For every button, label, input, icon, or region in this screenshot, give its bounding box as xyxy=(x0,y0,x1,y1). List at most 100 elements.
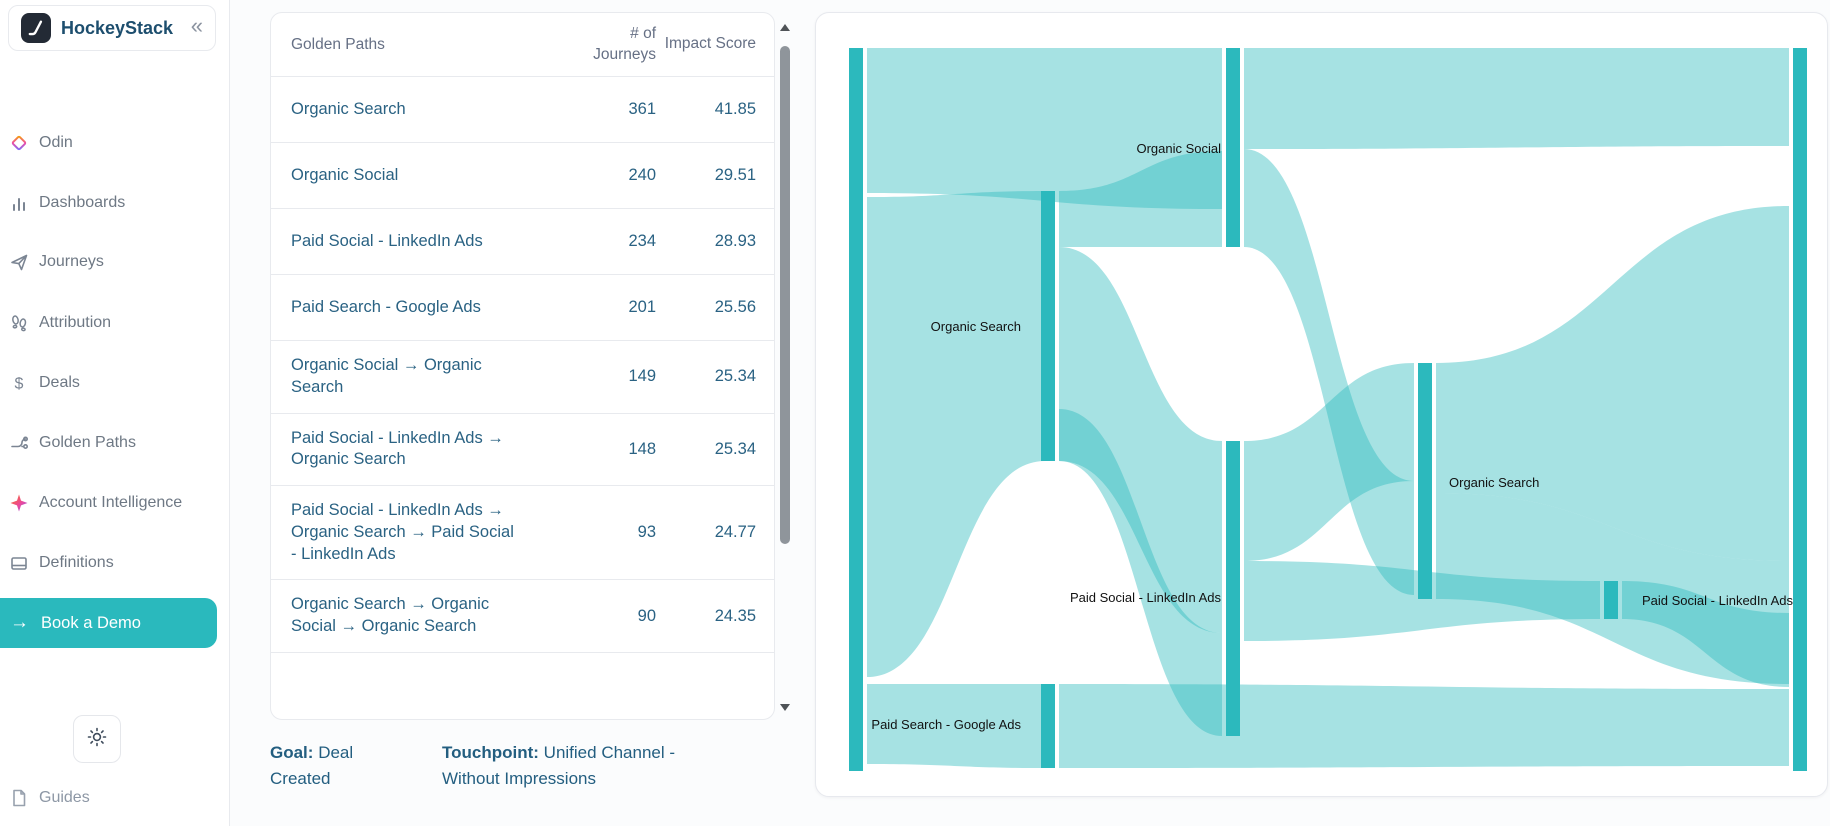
sankey-link-organic-search-to-paid-social[interactable] xyxy=(1059,247,1222,633)
document-icon xyxy=(8,787,30,809)
sankey-node-start[interactable] xyxy=(849,48,863,771)
sidebar-item-guides[interactable]: Guides xyxy=(0,784,230,812)
sidebar-item-dashboards[interactable]: Dashboards xyxy=(0,189,230,217)
sidebar-item-label: Account Intelligence xyxy=(39,494,183,511)
odin-diamond-icon xyxy=(8,132,30,154)
sidebar-item-label: Attribution xyxy=(39,314,112,331)
column-header-journeys[interactable]: # of Journeys xyxy=(593,24,656,63)
svg-text:$: $ xyxy=(15,376,24,393)
sankey-link-organic-search-to-paid-social-2[interactable] xyxy=(1059,409,1222,736)
golden-path-cell: Paid Search - Google Ads xyxy=(291,297,481,316)
impact-score-cell: 25.56 xyxy=(714,298,756,316)
sidebar-item-definitions[interactable]: Definitions xyxy=(0,549,230,577)
touchpoint-label: Touchpoint: xyxy=(442,743,539,762)
table-row[interactable]: Organic Social → Organic Search 149 25.34 xyxy=(271,341,774,414)
impact-score-cell: 24.35 xyxy=(714,606,756,625)
table-row[interactable]: Organic Search 361 41.85 xyxy=(271,77,774,143)
sankey-link-organic-social-to-organic-search[interactable] xyxy=(1244,149,1414,595)
table-row[interactable]: Organic Search → Organic Social → Organi… xyxy=(271,580,774,653)
sankey-diagram[interactable]: Organic Social Organic Search Paid Social … xyxy=(816,13,1828,797)
book-a-demo-button[interactable]: → Book a Demo xyxy=(0,598,217,648)
golden-path-cell: Organic Social → Organic Search xyxy=(291,356,482,396)
goal-value: Deal Created xyxy=(270,743,354,788)
table-scrollbar xyxy=(778,20,792,716)
journeys-cell: 240 xyxy=(628,166,656,184)
sankey-link-paid-search-to-end[interactable] xyxy=(1059,684,1789,768)
paper-plane-icon xyxy=(8,251,30,273)
table-body: Organic Search 361 41.85 Organic Social 240 2… xyxy=(271,77,774,653)
golden-path-cell: Paid Social - LinkedIn Ads xyxy=(291,231,483,250)
sankey-link-start-to-organic-search[interactable] xyxy=(867,191,1045,677)
sidebar-item-label: Journeys xyxy=(39,253,104,270)
footprints-icon xyxy=(8,312,30,334)
collapse-sidebar-icon[interactable]: « xyxy=(190,13,203,38)
arrow-right-icon: → xyxy=(10,612,29,633)
sankey-link-start-to-organic-social[interactable] xyxy=(867,48,1222,209)
touchpoint-value: Unified Channel - Without Impressions xyxy=(442,743,676,788)
theme-toggle-button[interactable] xyxy=(73,715,121,763)
golden-path-cell: Organic Search xyxy=(291,99,406,118)
table-row[interactable]: Paid Social - LinkedIn Ads → Organic Sea… xyxy=(271,414,774,487)
table-row[interactable]: Organic Social 240 29.51 xyxy=(271,143,774,209)
golden-paths-table-card: Golden Paths # of Journeys Impact Score … xyxy=(270,12,775,720)
sidebar-item-label: Odin xyxy=(39,134,73,151)
sidebar-item-label: Definitions xyxy=(39,554,114,571)
sidebar-item-label: Guides xyxy=(39,789,90,806)
goal-label: Goal: xyxy=(270,743,314,762)
scroll-up-arrow-icon[interactable] xyxy=(779,22,791,34)
sankey-node-paid-social-2[interactable] xyxy=(1226,441,1240,736)
sankey-node-paid-social-4[interactable] xyxy=(1604,581,1618,619)
sparkle-icon xyxy=(8,492,30,514)
sankey-node-organic-search-1[interactable] xyxy=(1041,191,1055,461)
dollar-icon: $ xyxy=(8,372,30,394)
impact-score-cell: 29.51 xyxy=(714,166,756,184)
sidebar-item-account-intelligence[interactable]: Account Intelligence xyxy=(0,489,230,517)
sankey-node-label: Organic Search xyxy=(1449,475,1539,490)
sankey-link-start-to-paid-search[interactable] xyxy=(867,684,1045,768)
sankey-link-organic-search3-to-end-up[interactable] xyxy=(1436,206,1789,561)
sankey-node-paid-search-1[interactable] xyxy=(1041,684,1055,768)
sidebar-item-label: Golden Paths xyxy=(39,434,136,451)
golden-path-cell: Organic Social xyxy=(291,165,399,184)
card-icon xyxy=(8,552,30,574)
paths-icon xyxy=(8,432,30,454)
sun-icon xyxy=(86,726,108,753)
sankey-link-paid-social4-to-end[interactable] xyxy=(1622,581,1789,687)
journeys-cell: 201 xyxy=(628,298,656,316)
sidebar-item-label: Deals xyxy=(39,374,80,391)
logo-box[interactable]: HockeyStack « xyxy=(8,5,216,51)
scroll-down-arrow-icon[interactable] xyxy=(779,702,791,714)
table-row[interactable]: Paid Social - LinkedIn Ads 234 28.93 xyxy=(271,209,774,275)
scrollbar-thumb[interactable] xyxy=(780,46,790,544)
journeys-cell: 361 xyxy=(628,100,656,118)
book-a-demo-label: Book a Demo xyxy=(41,613,141,632)
table-row[interactable]: Paid Search - Google Ads 201 25.56 xyxy=(271,275,774,341)
table-row[interactable]: Paid Social - LinkedIn Ads → Organic Sea… xyxy=(271,486,774,581)
sankey-link-organic-search-to-organic-social[interactable] xyxy=(1059,151,1222,247)
sankey-node-label: Paid Search - Google Ads xyxy=(871,717,1021,732)
sidebar-item-deals[interactable]: $ Deals xyxy=(0,369,230,397)
sankey-link-organic-social-to-end[interactable] xyxy=(1244,48,1789,149)
sankey-link-paid-social-to-organic-search[interactable] xyxy=(1244,363,1414,561)
golden-path-cell: Organic Search → Organic Social → Organi… xyxy=(291,595,490,636)
sankey-link-paid-social-to-paid-social[interactable] xyxy=(1244,561,1600,641)
app-title: HockeyStack xyxy=(61,17,174,38)
column-header-impact-score[interactable]: Impact Score xyxy=(664,35,756,53)
sankey-node-organic-social-2[interactable] xyxy=(1226,48,1240,247)
journeys-cell: 148 xyxy=(628,439,656,458)
golden-path-cell: Paid Social - LinkedIn Ads → Organic Sea… xyxy=(291,428,504,469)
sidebar: HockeyStack « Odin Dashboards xyxy=(0,0,230,826)
sidebar-item-odin[interactable]: Odin xyxy=(0,129,230,157)
table-header-row: Golden Paths # of Journeys Impact Score xyxy=(271,13,774,77)
sidebar-item-journeys[interactable]: Journeys xyxy=(0,248,230,276)
column-header-golden-paths[interactable]: Golden Paths xyxy=(291,35,385,53)
sidebar-item-label: Dashboards xyxy=(39,194,126,211)
sidebar-item-golden-paths[interactable]: Golden Paths xyxy=(0,429,230,457)
goal-summary: Goal: Deal Created xyxy=(270,740,378,791)
sankey-node-end[interactable] xyxy=(1793,48,1807,771)
sidebar-item-attribution[interactable]: Attribution xyxy=(0,309,230,337)
impact-score-cell: 25.34 xyxy=(714,367,756,386)
sankey-chart-card: Organic Social Organic Search Paid Social … xyxy=(815,12,1828,797)
sankey-node-organic-search-3[interactable] xyxy=(1418,363,1432,599)
